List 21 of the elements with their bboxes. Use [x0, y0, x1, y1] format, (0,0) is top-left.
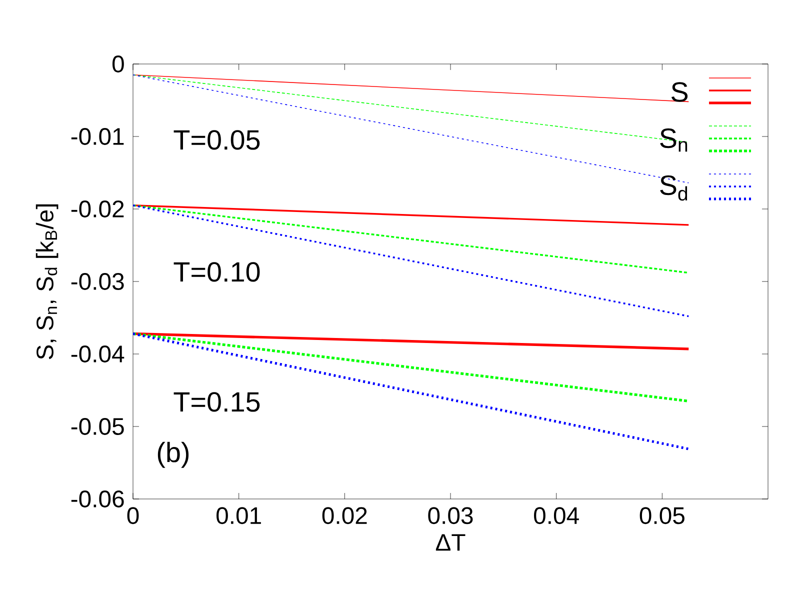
x-tick-label: 0.04	[534, 507, 579, 524]
y-tick-label: -0.06	[71, 490, 124, 508]
y-tick-label: -0.02	[71, 200, 124, 218]
x-tick-label: 0	[127, 507, 139, 524]
y-tick-label: -0.03	[71, 273, 124, 290]
x-axis-title: ΔT	[436, 534, 466, 551]
legend-label: S	[671, 82, 688, 102]
annotation: T=0.15	[174, 392, 260, 412]
x-tick-label: 0.02	[322, 507, 367, 524]
y-tick-label: -0.05	[71, 418, 124, 435]
annotation: T=0.10	[174, 262, 260, 282]
x-tick-label: 0.05	[640, 507, 684, 524]
annotation: T=0.05	[174, 130, 260, 150]
x-tick-label: 0.03	[428, 507, 473, 524]
annotation: (b)	[158, 442, 189, 468]
y-tick-label: -0.01	[71, 128, 124, 145]
y-axis-title: S, S$_{n}$, S$_{d}$ [k$_{B}$/e]	[36, 204, 58, 360]
y-tick-label: 0	[112, 56, 124, 72]
legend-label: S$_{d}$	[660, 175, 688, 201]
y-tick-label: -0.04	[71, 346, 124, 362]
x-tick-label: 0.01	[216, 507, 261, 524]
